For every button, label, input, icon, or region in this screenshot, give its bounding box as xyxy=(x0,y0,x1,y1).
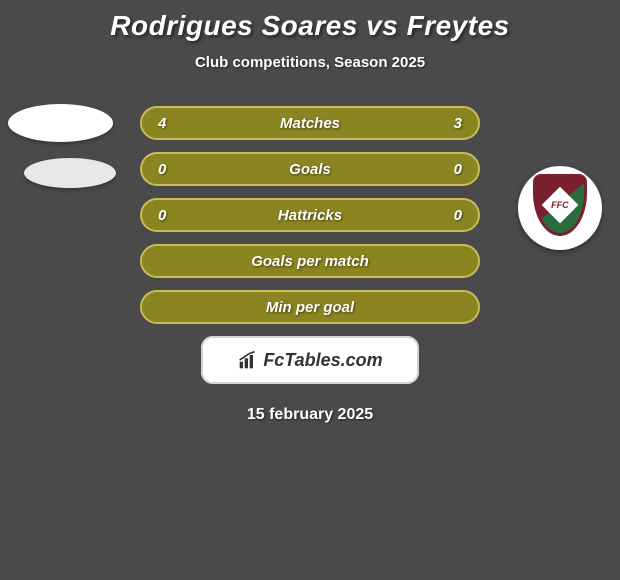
stat-value-left: 0 xyxy=(158,207,178,224)
stat-value-right: 0 xyxy=(442,207,462,224)
badge-text: FFC xyxy=(551,200,569,210)
stat-row-matches: 4 Matches 3 xyxy=(140,106,480,140)
stat-row-min-per-goal: Min per goal xyxy=(140,290,480,324)
stat-value-right: 0 xyxy=(442,161,462,178)
club-shield-icon: FFC xyxy=(533,174,587,236)
stat-value-right: 3 xyxy=(442,115,462,132)
chart-icon xyxy=(237,350,259,370)
stat-label: Matches xyxy=(280,115,340,132)
logo-text: FcTables.com xyxy=(263,350,382,371)
stat-value-left: 0 xyxy=(158,161,178,178)
stat-label: Min per goal xyxy=(266,299,354,316)
stat-value-left: 4 xyxy=(158,115,178,132)
stat-rows: 4 Matches 3 0 Goals 0 0 Hattricks 0 Goal… xyxy=(140,106,480,324)
stat-row-goals: 0 Goals 0 xyxy=(140,152,480,186)
player-avatar-left-1 xyxy=(8,104,113,142)
fctables-logo: FcTables.com xyxy=(201,336,419,384)
club-badge-right: FFC xyxy=(518,166,602,250)
stat-label: Hattricks xyxy=(278,207,342,224)
date-text: 15 february 2025 xyxy=(0,406,620,424)
badge-center: FFC xyxy=(542,187,579,224)
stat-row-goals-per-match: Goals per match xyxy=(140,244,480,278)
page-title: Rodrigues Soares vs Freytes xyxy=(0,0,620,42)
subtitle: Club competitions, Season 2025 xyxy=(0,54,620,71)
player-avatar-left-2 xyxy=(24,158,116,188)
comparison-content: FFC 4 Matches 3 0 Goals 0 0 Hattricks 0 … xyxy=(0,106,620,424)
stat-row-hattricks: 0 Hattricks 0 xyxy=(140,198,480,232)
stat-label: Goals per match xyxy=(251,253,369,270)
stat-label: Goals xyxy=(289,161,331,178)
club-badge-inner: FFC xyxy=(530,174,590,242)
